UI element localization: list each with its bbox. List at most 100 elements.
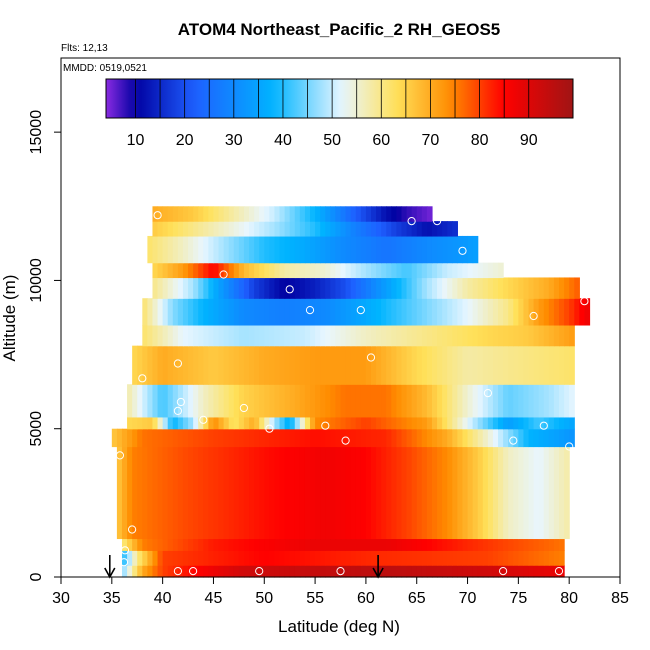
heatmap-cell: [218, 446, 225, 540]
heatmap-cell: [421, 446, 428, 540]
heatmap-cell: [365, 324, 372, 347]
heatmap-cell: [167, 298, 174, 326]
heatmap-cell: [376, 428, 382, 448]
heatmap-cell: [320, 235, 326, 264]
heatmap-cell: [523, 538, 530, 551]
heatmap-cell: [492, 345, 499, 385]
heatmap-cell: [533, 416, 540, 430]
heatmap-cell: [498, 345, 504, 385]
heatmap-cell: [233, 428, 240, 448]
heatmap-cell: [477, 277, 484, 299]
heatmap-cell: [193, 416, 199, 430]
heatmap-cell: [310, 538, 316, 551]
heatmap-cell: [228, 538, 235, 551]
heatmap-cell: [213, 416, 220, 430]
heatmap-cell: [376, 446, 382, 540]
heatmap-cell: [360, 235, 367, 264]
heatmap-cell: [218, 550, 225, 566]
heatmap-cell: [350, 565, 357, 578]
heatmap-cell: [579, 298, 586, 326]
heatmap-cell: [203, 428, 209, 448]
heatmap-cell: [335, 565, 342, 578]
profile-point: [565, 442, 574, 451]
heatmap-cell: [426, 324, 433, 347]
heatmap-cell: [330, 416, 337, 430]
heatmap-cell: [447, 384, 453, 418]
heatmap-cell: [370, 235, 377, 264]
heatmap-cell: [411, 277, 418, 299]
heatmap-cell: [487, 550, 494, 566]
heatmap-cell: [157, 428, 164, 448]
heatmap-cell: [498, 384, 504, 418]
heatmap-cell: [177, 324, 184, 347]
heatmap-cell: [386, 262, 392, 279]
heatmap-cell: [320, 206, 326, 222]
heatmap-cell: [442, 384, 448, 418]
heatmap-cell: [177, 206, 184, 222]
heatmap-cell: [553, 446, 560, 540]
colorbar-tick-label: 60: [372, 132, 390, 149]
heatmap-cell: [447, 324, 453, 347]
heatmap-cell: [381, 565, 387, 578]
heatmap-cell: [325, 324, 331, 347]
heatmap-cell: [553, 277, 560, 299]
heatmap-cell: [193, 384, 199, 418]
heatmap-cell: [198, 384, 204, 418]
heatmap-cell: [208, 235, 215, 264]
heatmap-cell: [249, 221, 255, 237]
heatmap-cell: [472, 550, 479, 566]
heatmap-cell: [513, 416, 519, 430]
heatmap-cell: [142, 550, 148, 566]
heatmap-cell: [249, 384, 255, 418]
heatmap-cell: [360, 550, 367, 566]
heatmap-cell: [157, 345, 164, 385]
heatmap-cell: [345, 384, 352, 418]
heatmap-cell: [294, 538, 301, 551]
heatmap-cell: [538, 538, 545, 551]
heatmap-cell: [518, 384, 525, 418]
heatmap-cell: [482, 324, 489, 347]
heatmap-cell: [472, 565, 479, 578]
heatmap-cell: [467, 538, 474, 551]
heatmap-cell: [157, 324, 164, 347]
heatmap-cell: [416, 416, 423, 430]
heatmap-cell: [203, 384, 209, 418]
heatmap-cell: [396, 550, 403, 566]
heatmap-cell: [462, 345, 469, 385]
heatmap-cell: [386, 221, 392, 237]
heatmap-cell: [310, 235, 316, 264]
heatmap-cell: [386, 565, 392, 578]
heatmap-cell: [472, 345, 479, 385]
heatmap-cell: [406, 538, 413, 551]
colorbar-ticks: 10 20 30 40 50 60 70 80 90: [127, 79, 538, 149]
heatmap-cell: [487, 298, 494, 326]
heatmap-cell: [426, 221, 433, 237]
heatmap-cell: [335, 446, 342, 540]
heatmap-cell: [157, 446, 164, 540]
heatmap-cell: [396, 384, 403, 418]
heatmap-cell: [437, 538, 443, 551]
heatmap-cell: [203, 446, 209, 540]
heatmap-cell: [518, 298, 525, 326]
heatmap-cell: [304, 538, 311, 551]
heatmap-cell: [182, 416, 189, 430]
heatmap-cell: [315, 206, 321, 222]
heatmap-cell: [162, 206, 169, 222]
heatmap-cell: [360, 262, 367, 279]
heatmap-layer: [152, 206, 433, 222]
heatmap-cell: [406, 384, 413, 418]
heatmap-cell: [320, 324, 326, 347]
heatmap-cell: [376, 538, 382, 551]
heatmap-cell: [401, 565, 408, 578]
y-tick-label: 10000: [28, 258, 45, 303]
heatmap-cell: [152, 206, 159, 222]
heatmap-cell: [396, 277, 403, 299]
heatmap-cell: [127, 428, 133, 448]
heatmap-layer: [152, 277, 580, 299]
heatmap-cell: [259, 446, 265, 540]
heatmap-cell: [350, 262, 357, 279]
heatmap-cell: [208, 345, 215, 385]
heatmap-cell: [289, 235, 296, 264]
heatmap-cell: [325, 262, 331, 279]
heatmap-cell: [533, 324, 540, 347]
